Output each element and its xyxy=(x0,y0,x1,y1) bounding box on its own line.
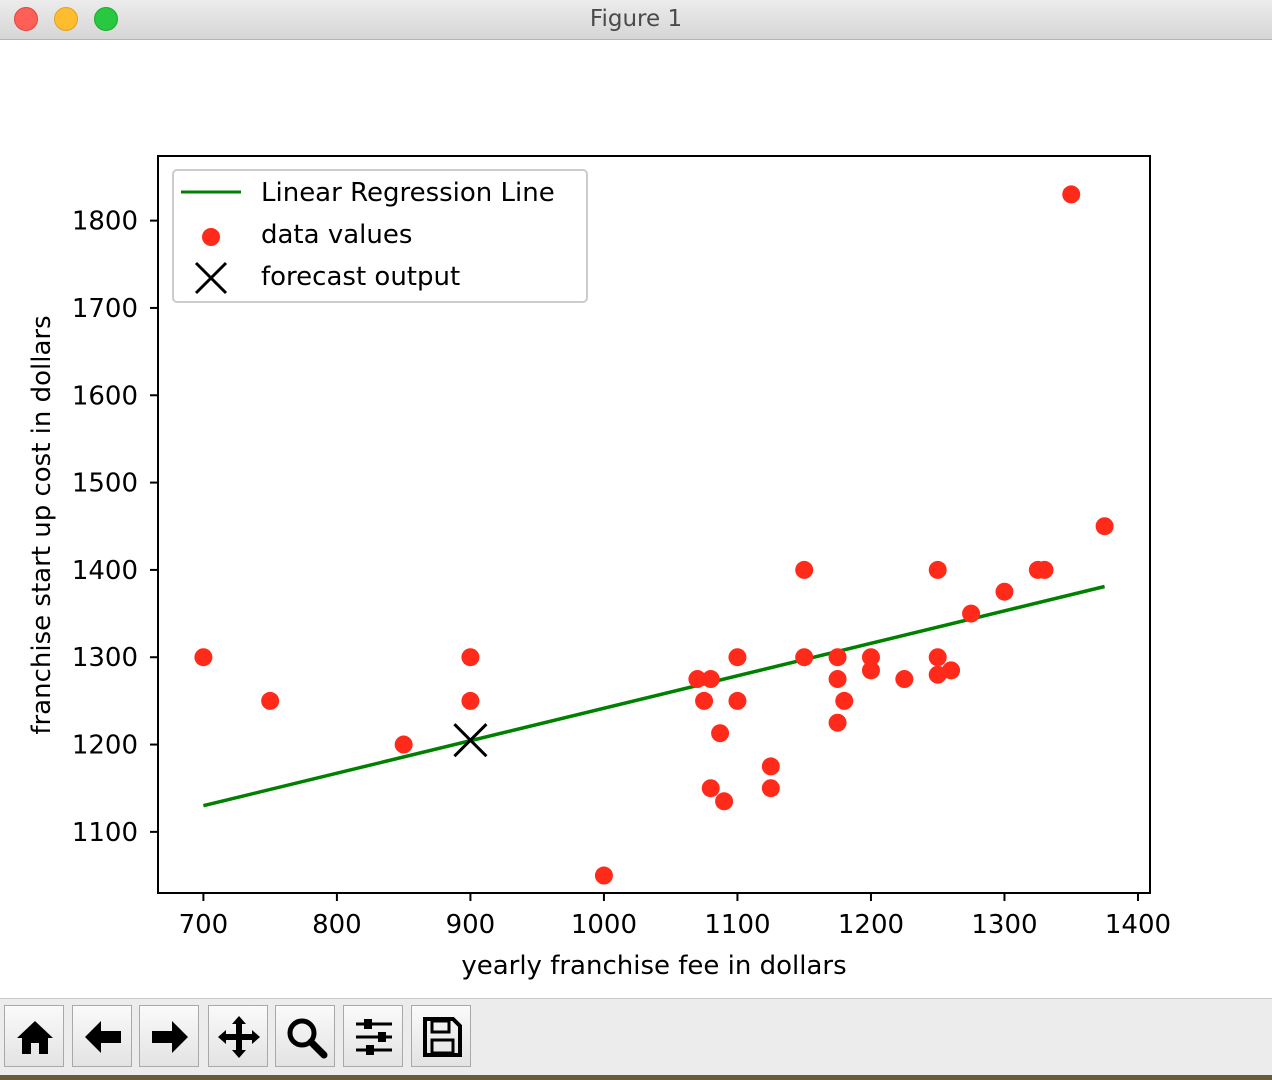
data-point xyxy=(861,648,880,667)
window-titlebar: Figure 1 xyxy=(0,0,1272,40)
legend-label-regression: Linear Regression Line xyxy=(261,178,555,208)
y-tick-label: 1300 xyxy=(72,643,138,673)
data-point xyxy=(701,670,720,689)
regression-line xyxy=(202,584,1106,808)
data-point xyxy=(701,779,720,798)
forecast-point xyxy=(453,723,488,758)
y-tick-label: 1700 xyxy=(72,294,138,324)
data-point xyxy=(828,670,847,689)
legend: Linear Regression Line data values forec… xyxy=(172,169,588,303)
data-point xyxy=(928,560,947,579)
magnifier-icon xyxy=(287,1018,328,1059)
data-point xyxy=(928,648,947,667)
data-point xyxy=(1035,560,1054,579)
data-point xyxy=(728,691,747,710)
y-tick-label: 1100 xyxy=(72,818,138,848)
toolbar-bottom-edge xyxy=(0,1075,1272,1080)
arrow-right-icon xyxy=(152,1021,188,1053)
data-point xyxy=(828,713,847,732)
data-point xyxy=(695,691,714,710)
arrow-left-icon xyxy=(85,1021,121,1053)
minimize-window-button[interactable] xyxy=(54,7,78,31)
data-point xyxy=(194,648,213,667)
navigation-toolbar xyxy=(0,998,1272,1080)
data-point xyxy=(1095,517,1114,536)
x-tick-label: 900 xyxy=(446,910,496,940)
close-window-button[interactable] xyxy=(14,7,38,31)
data-point xyxy=(962,604,981,623)
legend-x-swatch xyxy=(194,261,228,295)
x-tick-label: 1400 xyxy=(1105,910,1171,940)
window-title: Figure 1 xyxy=(589,6,683,32)
data-point xyxy=(594,866,613,885)
legend-box xyxy=(172,169,588,303)
y-axis-label: franchise start up cost in dollars xyxy=(27,315,57,734)
legend-dot-swatch xyxy=(202,228,220,246)
data-point xyxy=(995,582,1014,601)
x-tick-label: 800 xyxy=(312,910,362,940)
x-tick-label: 700 xyxy=(179,910,229,940)
move-icon xyxy=(218,1016,260,1058)
sliders-icon xyxy=(356,1019,392,1055)
data-point xyxy=(461,648,480,667)
x-tick-label: 1200 xyxy=(838,910,904,940)
data-point xyxy=(394,735,413,754)
y-tick-label: 1200 xyxy=(72,731,138,761)
data-point xyxy=(261,691,280,710)
figure-canvas[interactable]: 700 800 900 1000 1100 1200 1300 1400 1100 1200 130… xyxy=(0,40,1272,998)
data-point xyxy=(835,691,854,710)
x-tick-label: 1100 xyxy=(704,910,770,940)
data-point xyxy=(728,648,747,667)
x-tick-label: 1300 xyxy=(971,910,1037,940)
data-point xyxy=(715,792,734,811)
maximize-window-button[interactable] xyxy=(94,7,118,31)
data-point xyxy=(761,779,780,798)
zoom-button[interactable] xyxy=(275,1005,335,1067)
y-tick-label: 1600 xyxy=(72,381,138,411)
x-tick-label: 1000 xyxy=(571,910,637,940)
forward-button[interactable] xyxy=(139,1005,199,1067)
back-button[interactable] xyxy=(72,1005,132,1067)
data-point xyxy=(895,670,914,689)
data-point xyxy=(795,648,814,667)
axes-frame xyxy=(157,155,1151,894)
save-button[interactable] xyxy=(411,1005,471,1067)
y-tick-label: 1400 xyxy=(72,556,138,586)
legend-label-forecast: forecast output xyxy=(261,262,460,292)
data-point xyxy=(461,691,480,710)
data-point xyxy=(688,670,707,689)
home-icon xyxy=(17,1021,53,1054)
legend-label-data: data values xyxy=(261,220,412,250)
data-point xyxy=(1062,185,1081,204)
y-tick-label: 1800 xyxy=(72,207,138,237)
y-tick-label: 1500 xyxy=(72,469,138,499)
data-point xyxy=(861,661,880,680)
data-point xyxy=(795,560,814,579)
data-point xyxy=(761,757,780,776)
x-axis-label: yearly franchise fee in dollars xyxy=(461,951,846,981)
floppy-disk-icon xyxy=(423,1017,462,1057)
pan-button[interactable] xyxy=(208,1005,268,1067)
home-button[interactable] xyxy=(4,1005,64,1067)
data-point xyxy=(711,724,730,743)
data-point xyxy=(942,661,961,680)
configure-subplots-button[interactable] xyxy=(343,1005,403,1067)
data-point xyxy=(828,648,847,667)
